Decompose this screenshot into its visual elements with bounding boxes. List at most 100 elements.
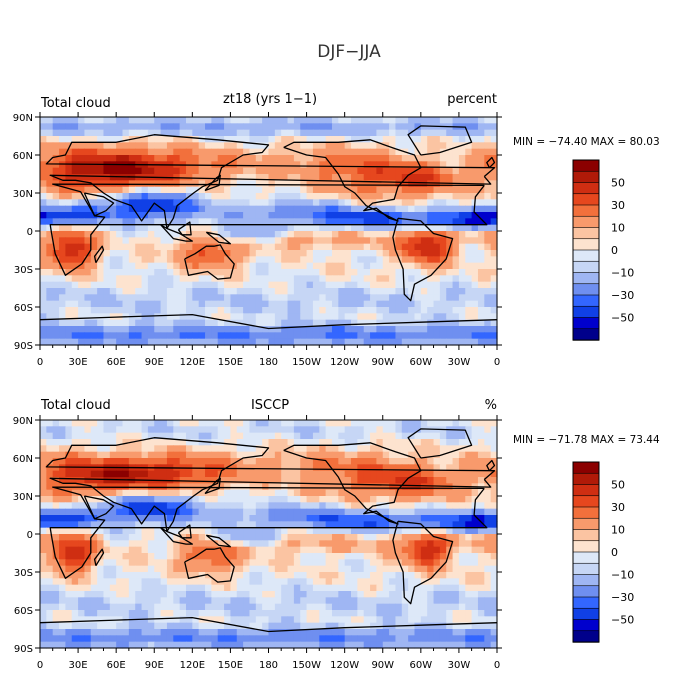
- field-cell: [420, 205, 428, 213]
- field-cell: [224, 597, 232, 605]
- field-cell: [97, 603, 105, 611]
- field-cell: [262, 332, 270, 340]
- field-cell: [192, 521, 200, 529]
- field-cell: [344, 439, 352, 446]
- field-cell: [52, 546, 60, 554]
- field-cell: [262, 262, 270, 270]
- field-cell: [154, 527, 162, 535]
- field-cell: [173, 432, 181, 440]
- field-cell: [166, 610, 174, 617]
- field-cell: [300, 155, 308, 162]
- field-cell: [331, 186, 339, 194]
- field-cell: [363, 224, 371, 232]
- field-cell: [97, 167, 105, 175]
- field-cell: [179, 489, 187, 497]
- field-cell: [477, 256, 485, 264]
- field-cell: [452, 161, 460, 169]
- field-cell: [420, 326, 428, 333]
- field-cell: [344, 546, 352, 554]
- field-cell: [147, 269, 155, 276]
- field-cell: [477, 326, 485, 333]
- field-cell: [439, 521, 447, 529]
- field-cell: [154, 451, 162, 459]
- field-cell: [300, 515, 308, 522]
- field-cell: [281, 180, 289, 188]
- field-cell: [78, 572, 86, 579]
- field-cell: [331, 584, 339, 592]
- field-cell: [236, 313, 244, 321]
- field-cell: [230, 300, 238, 308]
- field-cell: [122, 142, 130, 150]
- field-cell: [59, 161, 66, 169]
- field-cell: [458, 502, 466, 510]
- field-cell: [211, 262, 219, 270]
- field-cell: [471, 527, 479, 535]
- field-cell: [427, 445, 435, 453]
- field-cell: [471, 142, 479, 150]
- field-cell: [173, 326, 181, 333]
- field-cell: [40, 243, 47, 251]
- field-cell: [376, 477, 384, 484]
- field-cell: [116, 326, 124, 333]
- field-cell: [52, 237, 60, 245]
- field-cell: [109, 553, 117, 560]
- field-cell: [306, 218, 314, 226]
- field-cell: [173, 458, 181, 465]
- field-cell: [40, 256, 47, 264]
- field-cell: [78, 332, 86, 340]
- field-cell: [274, 167, 282, 175]
- field-cell: [382, 534, 390, 541]
- field-cell: [344, 326, 352, 333]
- field-cell: [458, 218, 466, 226]
- field-cell: [268, 534, 276, 541]
- field-cell: [357, 496, 365, 503]
- field-cell: [116, 123, 124, 131]
- field-cell: [154, 193, 162, 200]
- field-cell: [192, 426, 200, 434]
- field-cell: [103, 224, 111, 232]
- field-cell: [401, 489, 409, 497]
- field-cell: [109, 231, 117, 238]
- field-cell: [46, 553, 54, 560]
- field-cell: [59, 515, 66, 522]
- field-cell: [452, 326, 460, 333]
- field-cell: [471, 231, 479, 238]
- field-cell: [420, 565, 428, 573]
- field-cell: [465, 521, 473, 529]
- field-cell: [46, 540, 54, 548]
- field-cell: [293, 477, 301, 484]
- field-cell: [103, 420, 111, 427]
- field-cell: [344, 193, 352, 200]
- field-cell: [249, 205, 257, 213]
- field-cell: [116, 559, 124, 567]
- field-cell: [427, 199, 435, 207]
- field-cell: [338, 572, 346, 579]
- field-cell: [103, 262, 111, 270]
- field-cell: [370, 142, 378, 150]
- field-cell: [40, 432, 47, 440]
- field-cell: [293, 559, 301, 567]
- field-cell: [160, 136, 168, 143]
- field-cell: [141, 553, 149, 560]
- field-cell: [224, 180, 232, 188]
- field-cell: [65, 199, 73, 207]
- field-cell: [300, 307, 308, 314]
- field-cell: [281, 489, 289, 497]
- field-cell: [217, 199, 225, 207]
- field-cell: [363, 332, 371, 340]
- field-cell: [103, 275, 111, 283]
- field-cell: [154, 275, 162, 283]
- field-cell: [484, 218, 492, 226]
- field-cell: [160, 546, 168, 554]
- field-cell: [401, 155, 409, 162]
- field-cell: [331, 451, 339, 459]
- field-cell: [293, 534, 301, 541]
- field-cell: [401, 136, 409, 143]
- field-cell: [135, 193, 143, 200]
- field-cell: [243, 161, 251, 169]
- field-cell: [147, 603, 155, 611]
- field-cell: [236, 591, 244, 598]
- field-cell: [477, 294, 485, 302]
- field-cell: [477, 591, 485, 598]
- field-cell: [205, 199, 212, 207]
